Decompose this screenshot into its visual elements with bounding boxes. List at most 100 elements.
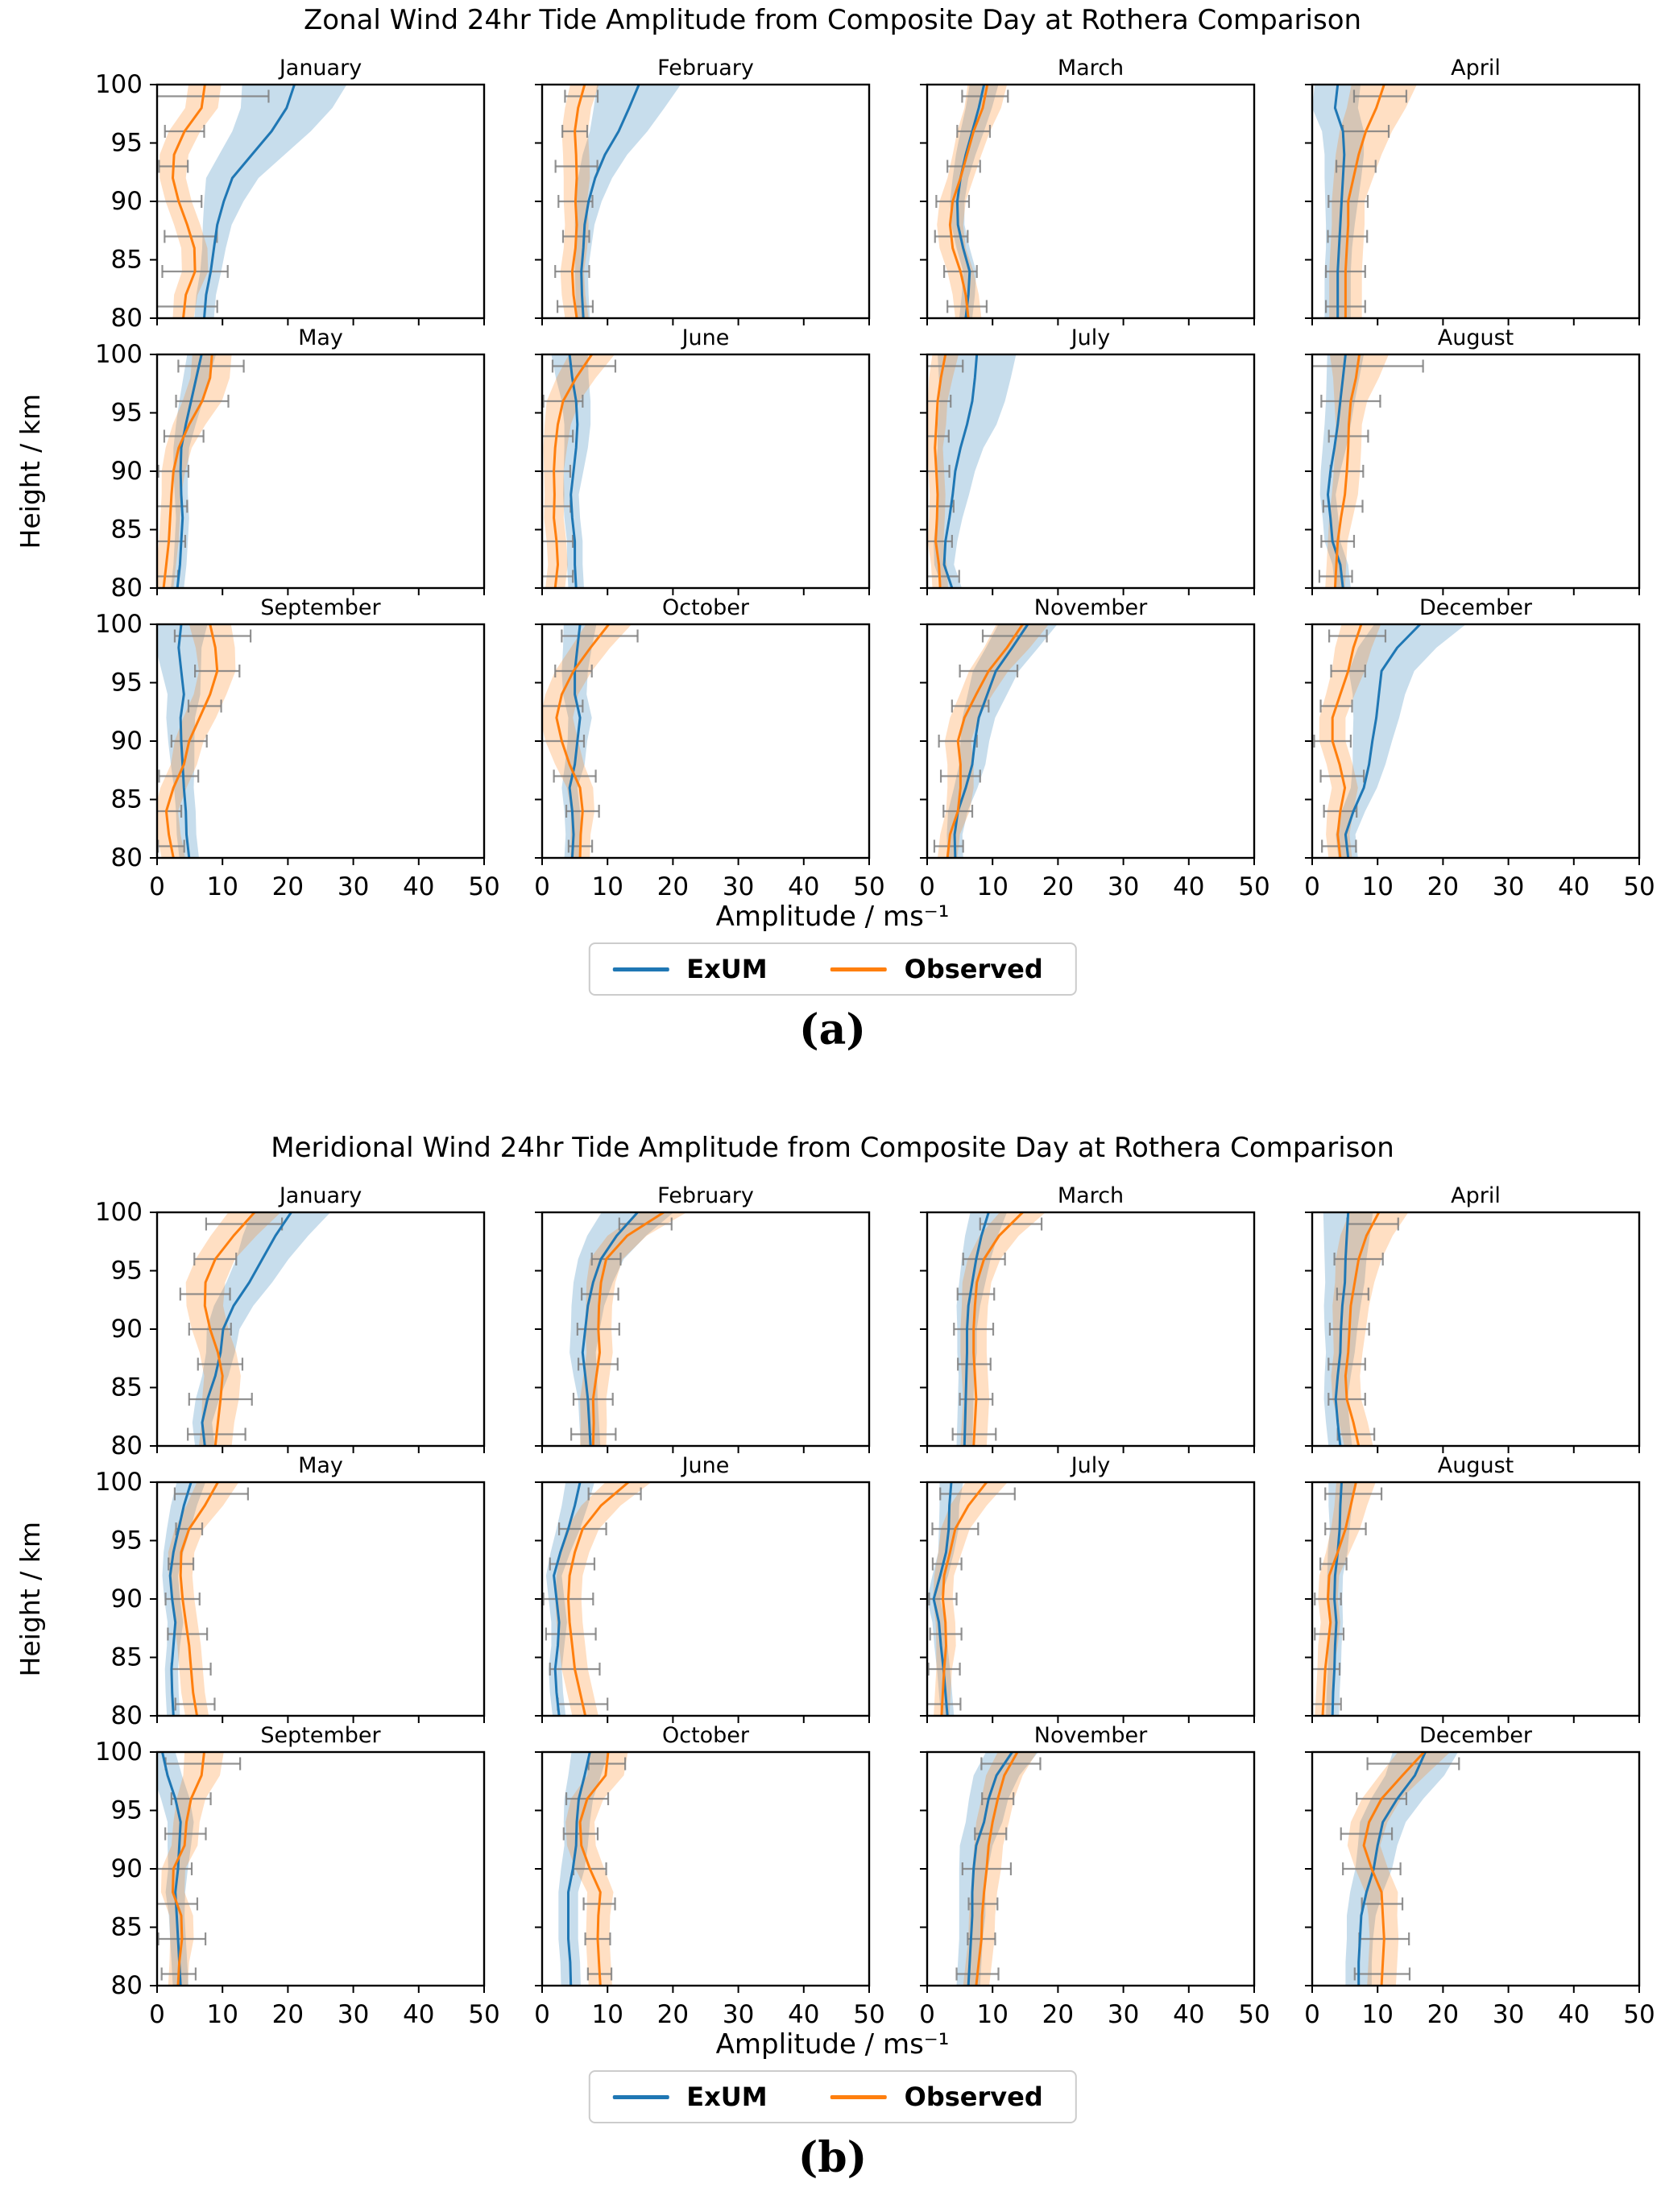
observed-line [975, 1752, 1019, 1986]
x-tick-label: 10 [1361, 872, 1393, 901]
observed-uncertainty-band [1319, 624, 1381, 858]
exum-line [568, 624, 582, 858]
observed-line-swatch [830, 967, 887, 971]
panel-b-title: Meridional Wind 24hr Tide Amplitude from… [271, 1132, 1394, 1164]
observed-uncertainty-band [1315, 1482, 1376, 1716]
subplot-b-november: November 0 10 20 30 40 50 [919, 1723, 1270, 2029]
panel-b-caption: (b) [797, 2133, 868, 2182]
observed-line [1362, 1752, 1426, 1986]
exum-uncertainty-band [1345, 1752, 1459, 1986]
subplot-b-september: September 100 95 90 85 800 10 20 30 40 50 [95, 1723, 500, 2029]
observed-line [172, 1752, 205, 1986]
month-title: June [681, 1453, 730, 1478]
subplot-a-september: September 100 95 90 85 800 10 20 30 40 50 [95, 595, 500, 901]
x-tick-label: 0 [534, 2000, 550, 2029]
y-tick-label: 85 [111, 1643, 143, 1672]
subplot-b-march: March [920, 1183, 1256, 1453]
axis-ticks [535, 1212, 870, 1453]
y-tick-label: 90 [111, 187, 143, 216]
observed-errorbars [1327, 1217, 1399, 1441]
x-tick-label: 10 [591, 2000, 623, 2029]
axis-ticks [150, 1751, 485, 1993]
exum-line [942, 354, 979, 588]
month-title: June [681, 325, 730, 350]
observed-uncertainty-band [542, 624, 632, 858]
subplot-a-november: November 0 10 20 30 40 50 [919, 595, 1270, 901]
x-tick-label: 30 [723, 2000, 754, 2029]
axis-ticks [150, 84, 485, 325]
x-tick-label: 30 [338, 872, 369, 901]
subplot-b-january: January 100 95 90 85 80 [95, 1183, 486, 1460]
axis-ticks [535, 354, 870, 595]
x-tick-label: 20 [657, 2000, 689, 2029]
observed-line [1344, 1212, 1381, 1446]
subplot-b-may: May 100 95 90 85 80 [95, 1453, 486, 1730]
subplot-b-june: June [535, 1453, 871, 1723]
y-tick-label: 80 [111, 843, 143, 872]
axis-ticks [920, 84, 1255, 325]
panel-a-title: Zonal Wind 24hr Tide Amplitude from Comp… [303, 4, 1362, 36]
axis-ticks [1305, 84, 1640, 325]
exum-line [1344, 624, 1422, 858]
axis-ticks [535, 623, 870, 865]
axis-ticks [535, 1481, 870, 1723]
y-tick-label: 100 [95, 340, 143, 369]
x-tick-label: 10 [206, 2000, 238, 2029]
x-tick-label: 20 [657, 872, 689, 901]
axis-ticks [920, 1481, 1255, 1723]
x-tick-label: 40 [1558, 872, 1589, 901]
exum-line [203, 85, 296, 318]
exum-line-swatch [612, 967, 669, 971]
x-tick-label: 0 [149, 2000, 165, 2029]
y-tick-label: 100 [95, 1198, 143, 1227]
observed-line [1344, 85, 1385, 318]
x-axis-label: Amplitude / ms⁻¹ [715, 901, 950, 933]
subplot-a-october: October 0 10 20 30 40 50 [534, 595, 885, 901]
observed-line [940, 1482, 988, 1716]
month-title: December [1419, 595, 1533, 620]
axis-ticks [150, 1481, 485, 1723]
exum-line [967, 1752, 1013, 1986]
exum-line [1327, 354, 1347, 588]
subplot-b-august: August [1305, 1453, 1641, 1723]
x-tick-label: 20 [272, 872, 304, 901]
exum-line [567, 1752, 591, 1986]
subplot-a-june: June [535, 325, 871, 595]
x-tick-label: 30 [1493, 2000, 1524, 2029]
y-tick-label: 85 [111, 246, 143, 275]
exum-line [1333, 85, 1346, 318]
panel-b: Meridional Wind 24hr Tide Amplitude from… [0, 1128, 1665, 2212]
observed-line [591, 1212, 665, 1446]
legend-label-exum: ExUM [686, 2082, 768, 2112]
exum-uncertainty-band [934, 354, 1017, 588]
axis-ticks [1305, 1481, 1640, 1723]
month-title: December [1419, 1723, 1533, 1748]
observed-line [948, 85, 989, 318]
axis-ticks [150, 623, 485, 865]
x-tick-label: 20 [1042, 2000, 1074, 2029]
legend-item-exum: ExUM [612, 2082, 768, 2112]
month-title: March [1058, 56, 1124, 81]
subplot-b-december: December 0 10 20 30 40 50 [1304, 1723, 1655, 2029]
observed-uncertainty-band [1347, 1752, 1451, 1986]
x-tick-label: 50 [468, 2000, 499, 2029]
month-title: January [278, 1183, 362, 1208]
exum-uncertainty-band [545, 1482, 594, 1716]
exum-line-swatch [612, 2094, 669, 2099]
subplot-b-april: April [1305, 1183, 1641, 1453]
exum-line [177, 624, 191, 858]
x-tick-label: 0 [1304, 872, 1320, 901]
month-title: April [1451, 56, 1501, 81]
subplot-b-july: July [920, 1453, 1256, 1723]
panel-a-caption: (a) [799, 1005, 866, 1054]
x-tick-label: 10 [1361, 2000, 1393, 2029]
month-title: March [1058, 1183, 1124, 1208]
legend-label-observed: Observed [904, 2082, 1043, 2112]
axis-ticks [535, 84, 870, 325]
month-title: May [298, 1453, 343, 1478]
subplot-a-april: April [1305, 56, 1641, 325]
x-tick-label: 10 [206, 872, 238, 901]
observed-line [179, 1482, 219, 1716]
y-tick-label: 90 [111, 457, 143, 486]
